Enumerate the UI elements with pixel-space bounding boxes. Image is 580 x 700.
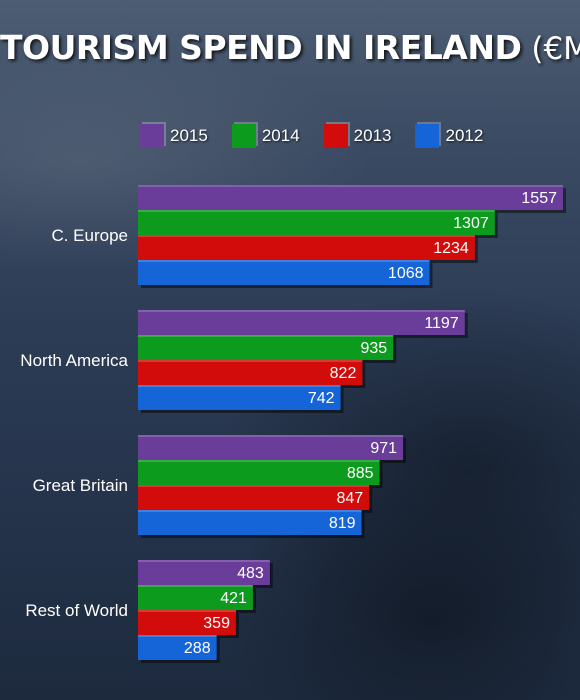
value-label: 847 <box>336 490 363 507</box>
bar-shadow <box>141 388 344 413</box>
bar-2013 <box>138 485 370 510</box>
bar-2013 <box>138 360 363 385</box>
value-label: 1068 <box>388 265 424 282</box>
bar-highlight <box>138 185 563 187</box>
value-label: 421 <box>220 590 247 607</box>
value-label: 1234 <box>433 240 469 257</box>
legend-swatch <box>415 124 440 148</box>
legend-label: 2014 <box>261 126 300 145</box>
value-label: 359 <box>203 615 230 632</box>
bar-highlight <box>138 435 404 437</box>
bar-shadow <box>141 638 220 663</box>
legend-swatch <box>323 124 348 148</box>
bar-highlight <box>138 385 341 387</box>
bar-highlight <box>138 235 475 237</box>
bar-2012 <box>138 385 341 410</box>
bar-highlight <box>138 585 253 587</box>
bar-shadow <box>141 263 433 288</box>
bar-highlight <box>138 335 394 337</box>
category-label: North America <box>20 351 128 370</box>
bar-2012 <box>138 260 430 285</box>
category-label: C. Europe <box>51 226 128 245</box>
bar-2015 <box>138 435 404 460</box>
legend: 2015 2014 2013 2012 <box>140 121 507 151</box>
bar-2014 <box>138 210 495 235</box>
bar-2013 <box>138 235 475 260</box>
value-label: 885 <box>347 465 374 482</box>
value-label: 935 <box>361 340 388 357</box>
bar-highlight <box>138 310 465 312</box>
legend-label: 2013 <box>353 126 392 145</box>
bar-shadow <box>141 513 365 538</box>
bar-2015 <box>138 560 270 585</box>
chart-title: TOURISM SPEND IN IRELAND(€M) <box>0 28 580 67</box>
bar-highlight <box>138 360 363 362</box>
bar-2014 <box>138 460 380 485</box>
bar-2014 <box>138 335 394 360</box>
value-label: 819 <box>329 515 356 532</box>
legend-item-2015: 2015 <box>140 124 208 148</box>
value-label: 1197 <box>424 315 459 332</box>
title-unit: (€M) <box>531 31 580 67</box>
category-label: Rest of World <box>25 601 128 620</box>
legend-swatch <box>140 124 164 148</box>
value-label: 971 <box>370 440 397 457</box>
value-label: 288 <box>184 640 211 657</box>
value-label: 483 <box>237 565 264 582</box>
bar-2013 <box>138 610 236 635</box>
bar-2012 <box>138 510 362 535</box>
legend-item-2014: 2014 <box>231 124 300 148</box>
legend-swatch <box>231 124 256 148</box>
legend-item-2012: 2012 <box>415 124 483 148</box>
bar-highlight <box>138 485 370 487</box>
bar-2012 <box>138 635 217 660</box>
title-text: TOURISM SPEND IN IRELAND <box>0 28 522 67</box>
bar-highlight <box>138 610 236 612</box>
bar-2014 <box>138 585 253 610</box>
bar-highlight <box>138 460 380 462</box>
bar-2015 <box>138 310 465 335</box>
bar-highlight <box>138 560 270 562</box>
bar-highlight <box>138 210 495 212</box>
bar-2015 <box>138 185 563 210</box>
category-label: Great Britain <box>33 476 128 495</box>
bar-highlight <box>138 510 362 512</box>
value-label: 822 <box>330 365 357 382</box>
legend-label: 2012 <box>445 126 484 145</box>
bar-group: Great Britain 971 885 847 819 <box>33 435 407 538</box>
value-label: 1307 <box>453 215 489 232</box>
bar-group: Rest of World 483 421 359 288 <box>25 560 273 663</box>
bar-group: C. Europe 1557 1307 1234 1068 <box>51 185 566 288</box>
value-label: 1557 <box>521 190 557 207</box>
bar-highlight <box>138 260 430 262</box>
legend-label: 2015 <box>170 126 208 145</box>
value-label: 742 <box>308 390 335 407</box>
legend-item-2013: 2013 <box>323 124 392 148</box>
bar-highlight <box>138 635 217 637</box>
